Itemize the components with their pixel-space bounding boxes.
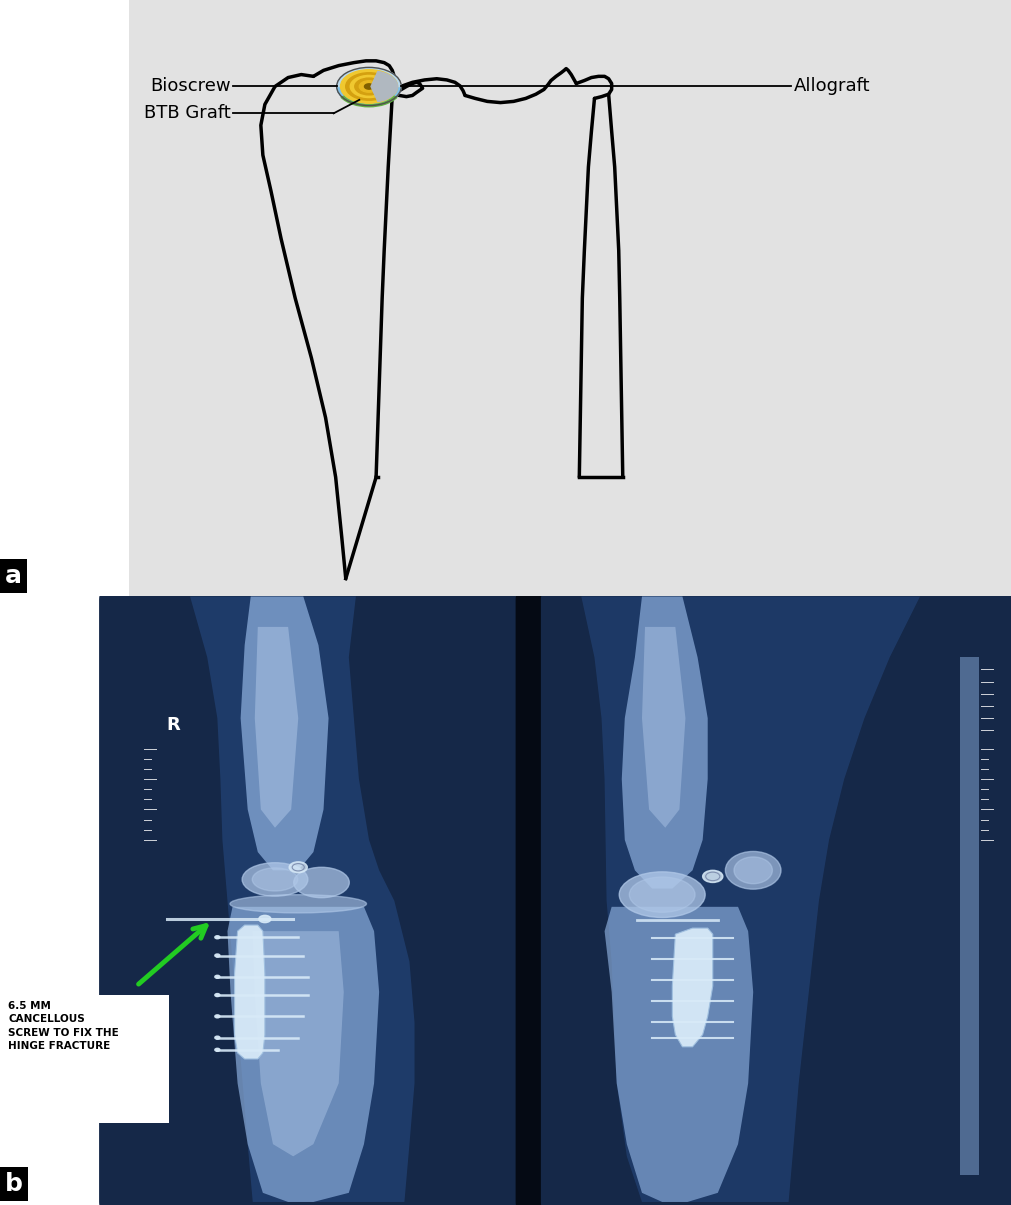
Circle shape xyxy=(214,954,220,957)
Polygon shape xyxy=(605,907,753,1201)
Wedge shape xyxy=(371,71,397,101)
Circle shape xyxy=(359,81,379,93)
Polygon shape xyxy=(642,627,685,828)
Circle shape xyxy=(365,84,373,89)
Ellipse shape xyxy=(629,877,696,912)
Circle shape xyxy=(346,72,392,100)
Circle shape xyxy=(214,1048,220,1051)
Wedge shape xyxy=(337,87,401,106)
FancyBboxPatch shape xyxy=(0,596,129,1205)
Polygon shape xyxy=(253,931,344,1157)
Circle shape xyxy=(214,936,220,939)
Polygon shape xyxy=(190,596,415,1201)
Circle shape xyxy=(703,870,723,882)
Ellipse shape xyxy=(231,894,367,913)
FancyBboxPatch shape xyxy=(0,995,169,1123)
Text: R: R xyxy=(167,716,181,734)
Polygon shape xyxy=(672,928,713,1047)
Text: a: a xyxy=(5,564,22,588)
Text: 6.5 MM
CANCELLOUS
SCREW TO FIX THE
HINGE FRACTURE: 6.5 MM CANCELLOUS SCREW TO FIX THE HINGE… xyxy=(8,1001,119,1051)
Circle shape xyxy=(214,975,220,978)
Polygon shape xyxy=(622,596,708,888)
FancyBboxPatch shape xyxy=(129,600,1011,1201)
Polygon shape xyxy=(581,596,920,1201)
Ellipse shape xyxy=(734,857,772,883)
FancyBboxPatch shape xyxy=(960,658,979,1175)
Polygon shape xyxy=(227,907,379,1201)
Text: BTB Graft: BTB Graft xyxy=(144,105,231,123)
FancyBboxPatch shape xyxy=(0,0,129,596)
Ellipse shape xyxy=(294,868,350,898)
Text: b: b xyxy=(5,1172,23,1195)
Text: Allograft: Allograft xyxy=(794,77,870,95)
Circle shape xyxy=(214,1015,220,1018)
Circle shape xyxy=(355,78,383,95)
Circle shape xyxy=(289,862,307,872)
Wedge shape xyxy=(341,96,397,107)
Ellipse shape xyxy=(619,872,706,917)
Text: Bioscrew: Bioscrew xyxy=(150,77,231,95)
Circle shape xyxy=(259,916,271,923)
Polygon shape xyxy=(235,925,265,1059)
Ellipse shape xyxy=(253,868,297,890)
FancyBboxPatch shape xyxy=(99,581,576,1205)
FancyBboxPatch shape xyxy=(129,0,1011,596)
Wedge shape xyxy=(341,70,397,104)
FancyBboxPatch shape xyxy=(541,581,1011,1205)
Polygon shape xyxy=(241,596,329,870)
Ellipse shape xyxy=(243,863,308,897)
Ellipse shape xyxy=(726,852,782,889)
Circle shape xyxy=(214,1036,220,1039)
FancyBboxPatch shape xyxy=(516,581,602,1205)
Polygon shape xyxy=(255,627,298,828)
Circle shape xyxy=(214,994,220,997)
Wedge shape xyxy=(337,67,401,87)
Circle shape xyxy=(350,76,388,98)
